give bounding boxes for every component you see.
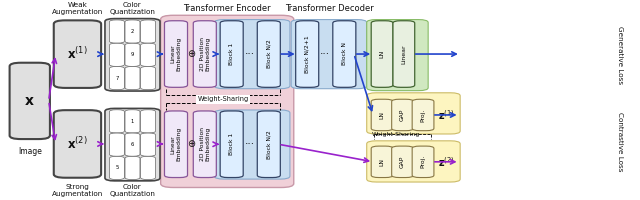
FancyBboxPatch shape — [367, 20, 428, 91]
FancyBboxPatch shape — [54, 110, 101, 178]
Text: Block N: Block N — [342, 43, 347, 65]
FancyBboxPatch shape — [109, 110, 124, 133]
FancyBboxPatch shape — [125, 156, 140, 179]
Text: Generative Loss: Generative Loss — [616, 26, 623, 85]
FancyBboxPatch shape — [109, 156, 124, 179]
Text: Strong
Augmentation: Strong Augmentation — [52, 184, 103, 197]
FancyBboxPatch shape — [10, 63, 50, 139]
Text: ···: ··· — [320, 49, 330, 59]
FancyBboxPatch shape — [141, 156, 156, 179]
FancyBboxPatch shape — [392, 146, 413, 178]
Text: 7: 7 — [115, 76, 118, 81]
FancyBboxPatch shape — [333, 21, 356, 87]
FancyBboxPatch shape — [141, 110, 156, 133]
FancyBboxPatch shape — [220, 21, 243, 87]
FancyBboxPatch shape — [257, 21, 280, 87]
Text: Block N/2+1: Block N/2+1 — [305, 35, 310, 73]
FancyBboxPatch shape — [412, 99, 434, 131]
FancyBboxPatch shape — [109, 133, 124, 156]
FancyBboxPatch shape — [54, 20, 101, 88]
FancyBboxPatch shape — [125, 110, 140, 133]
Text: Block 1: Block 1 — [229, 133, 234, 155]
Text: Color
Quantization: Color Quantization — [109, 184, 156, 197]
Text: Weight-Sharing: Weight-Sharing — [197, 96, 249, 102]
Text: GAP: GAP — [400, 109, 405, 121]
Text: LN: LN — [380, 158, 385, 166]
Text: Image: Image — [18, 147, 42, 156]
Text: $\mathbf{x}^{(2)}$: $\mathbf{x}^{(2)}$ — [67, 136, 88, 152]
FancyBboxPatch shape — [109, 20, 124, 43]
Text: ···: ··· — [244, 49, 255, 59]
FancyBboxPatch shape — [109, 67, 124, 90]
Text: Contrastive Loss: Contrastive Loss — [616, 112, 623, 171]
FancyBboxPatch shape — [412, 146, 434, 178]
Text: Proj.: Proj. — [420, 155, 426, 168]
FancyBboxPatch shape — [141, 67, 156, 90]
Text: ···: ··· — [244, 139, 255, 149]
Text: Proj.: Proj. — [420, 108, 426, 122]
FancyBboxPatch shape — [393, 21, 415, 87]
FancyBboxPatch shape — [125, 20, 140, 43]
FancyBboxPatch shape — [161, 15, 294, 187]
FancyBboxPatch shape — [371, 146, 393, 178]
FancyBboxPatch shape — [141, 43, 156, 66]
FancyBboxPatch shape — [367, 141, 460, 182]
Text: ⊕: ⊕ — [187, 49, 195, 59]
Text: Linear
Embedding: Linear Embedding — [171, 37, 181, 71]
FancyBboxPatch shape — [141, 20, 156, 43]
Text: 1: 1 — [131, 119, 134, 124]
FancyBboxPatch shape — [164, 111, 188, 178]
Text: 6: 6 — [131, 142, 134, 147]
FancyBboxPatch shape — [193, 21, 216, 87]
FancyBboxPatch shape — [105, 108, 160, 181]
Text: LN: LN — [380, 50, 385, 58]
Text: Linear: Linear — [401, 44, 406, 64]
FancyBboxPatch shape — [367, 93, 460, 134]
FancyBboxPatch shape — [125, 43, 140, 66]
FancyBboxPatch shape — [141, 133, 156, 156]
Text: Block N/2: Block N/2 — [266, 40, 271, 68]
Text: Transformer Decoder: Transformer Decoder — [285, 4, 373, 13]
Text: Transformer Encoder: Transformer Encoder — [184, 4, 271, 13]
FancyBboxPatch shape — [105, 19, 160, 91]
FancyBboxPatch shape — [125, 67, 140, 90]
FancyBboxPatch shape — [371, 99, 393, 131]
FancyBboxPatch shape — [125, 133, 140, 156]
Text: Block 1: Block 1 — [229, 43, 234, 65]
Text: Weak
Augmentation: Weak Augmentation — [52, 2, 103, 15]
FancyBboxPatch shape — [193, 111, 216, 178]
Text: LN: LN — [380, 111, 385, 119]
Text: $\mathbf{z}^{(2)}$: $\mathbf{z}^{(2)}$ — [438, 155, 454, 169]
Text: Linear
Embedding: Linear Embedding — [171, 127, 181, 161]
Text: 5: 5 — [115, 165, 118, 170]
FancyBboxPatch shape — [291, 20, 367, 89]
Text: GAP: GAP — [400, 156, 405, 168]
Text: x: x — [25, 94, 35, 108]
Text: Weight-Sharing: Weight-Sharing — [372, 132, 420, 137]
FancyBboxPatch shape — [214, 20, 290, 89]
Text: 2: 2 — [131, 29, 134, 34]
Text: 9: 9 — [131, 52, 134, 57]
Text: 2D Position
Embedding: 2D Position Embedding — [200, 127, 210, 161]
FancyBboxPatch shape — [220, 111, 243, 178]
FancyBboxPatch shape — [164, 21, 188, 87]
Text: $\mathbf{x}^{(1)}$: $\mathbf{x}^{(1)}$ — [67, 46, 88, 62]
Text: Color
Quantization: Color Quantization — [109, 2, 156, 15]
FancyBboxPatch shape — [296, 21, 319, 87]
FancyBboxPatch shape — [257, 111, 280, 178]
Text: ⊕: ⊕ — [187, 139, 195, 149]
Text: 2D Position
Embedding: 2D Position Embedding — [200, 37, 210, 71]
FancyBboxPatch shape — [214, 110, 290, 179]
Text: $\mathbf{z}^{(1)}$: $\mathbf{z}^{(1)}$ — [438, 108, 454, 122]
Text: Block N/2: Block N/2 — [266, 130, 271, 159]
FancyBboxPatch shape — [392, 99, 413, 131]
FancyBboxPatch shape — [371, 21, 393, 87]
FancyBboxPatch shape — [109, 43, 124, 66]
